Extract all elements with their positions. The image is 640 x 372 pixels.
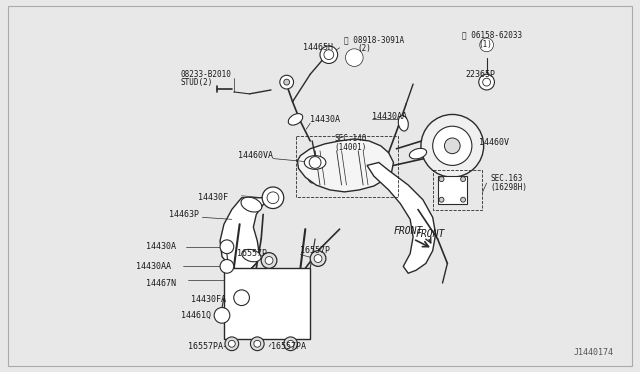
Circle shape [214, 308, 230, 323]
Text: 16557PA: 16557PA [188, 342, 223, 351]
Circle shape [309, 157, 321, 169]
Polygon shape [367, 163, 436, 273]
Text: STUD(2): STUD(2) [181, 78, 213, 87]
Text: FRONT: FRONT [416, 229, 445, 239]
Text: J1440174: J1440174 [574, 347, 614, 356]
Circle shape [444, 138, 460, 154]
Bar [438, 176, 467, 203]
Circle shape [484, 42, 490, 48]
Text: 14430FA: 14430FA [191, 295, 226, 304]
Circle shape [324, 50, 333, 60]
Circle shape [265, 257, 273, 264]
Circle shape [267, 192, 279, 203]
Circle shape [287, 340, 294, 347]
Polygon shape [220, 198, 273, 270]
Circle shape [481, 39, 493, 51]
Text: 14467N: 14467N [145, 279, 175, 288]
Text: (14001): (14001) [335, 143, 367, 152]
Text: 16557PA: 16557PA [271, 342, 306, 351]
Circle shape [220, 260, 234, 273]
Text: 14465H: 14465H [303, 43, 333, 52]
Text: SEC.163: SEC.163 [490, 174, 523, 183]
Text: SEC.140: SEC.140 [335, 134, 367, 144]
Text: 08233-B2010: 08233-B2010 [181, 70, 232, 79]
Text: (2): (2) [357, 44, 371, 53]
Ellipse shape [410, 148, 427, 159]
Circle shape [228, 340, 236, 347]
Ellipse shape [241, 197, 262, 212]
Text: 14430AA: 14430AA [372, 112, 407, 121]
Text: 14430AA: 14430AA [136, 262, 171, 271]
Circle shape [461, 177, 465, 182]
Circle shape [461, 197, 465, 202]
Circle shape [433, 126, 472, 166]
Circle shape [320, 46, 338, 64]
Circle shape [421, 115, 484, 177]
Ellipse shape [398, 116, 408, 131]
Ellipse shape [480, 38, 493, 52]
Text: 14461Q: 14461Q [181, 311, 211, 320]
Text: 14430A: 14430A [310, 115, 340, 124]
Circle shape [350, 54, 358, 61]
Circle shape [280, 75, 294, 89]
Text: 16557P: 16557P [300, 246, 330, 255]
Circle shape [284, 337, 298, 351]
Text: ⓝ 08918-3091A: ⓝ 08918-3091A [344, 35, 404, 45]
Text: (16298H): (16298H) [490, 183, 527, 192]
Ellipse shape [305, 155, 326, 169]
Bar [224, 268, 310, 339]
Text: 22365P: 22365P [465, 70, 495, 79]
Circle shape [220, 240, 234, 254]
Circle shape [262, 187, 284, 209]
Ellipse shape [346, 49, 363, 67]
Ellipse shape [242, 249, 261, 262]
Text: Ⓑ 06158-62033: Ⓑ 06158-62033 [462, 31, 522, 39]
Circle shape [439, 197, 444, 202]
Text: 16557P: 16557P [237, 249, 267, 258]
Circle shape [314, 254, 322, 262]
Text: 14460VA: 14460VA [237, 151, 273, 160]
Text: (1): (1) [479, 41, 493, 49]
Circle shape [483, 78, 490, 86]
Circle shape [310, 251, 326, 266]
Text: FRONT: FRONT [394, 226, 423, 236]
Circle shape [346, 50, 362, 65]
Bar [296, 136, 398, 197]
Circle shape [284, 79, 290, 85]
Circle shape [261, 253, 277, 268]
Circle shape [479, 74, 495, 90]
Text: 14463P: 14463P [169, 210, 199, 219]
Circle shape [225, 337, 239, 351]
Circle shape [234, 290, 250, 305]
Text: 14460V: 14460V [479, 138, 509, 147]
Circle shape [254, 340, 260, 347]
Text: 14430A: 14430A [145, 242, 175, 251]
Polygon shape [298, 139, 394, 192]
Ellipse shape [288, 113, 303, 125]
Text: 14430F: 14430F [198, 193, 228, 202]
Circle shape [250, 337, 264, 351]
Circle shape [439, 177, 444, 182]
Bar [433, 170, 482, 209]
